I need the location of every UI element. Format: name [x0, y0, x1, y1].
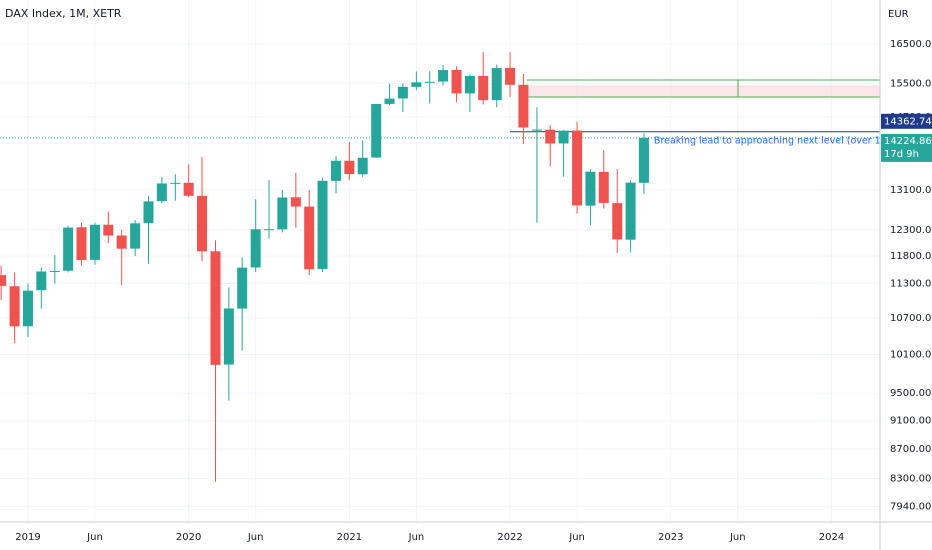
x-tick-label: 2024	[819, 532, 844, 543]
candle-body	[397, 86, 408, 99]
candle-body	[625, 182, 636, 240]
y-tick-label: 10100.00	[890, 349, 932, 360]
candle-body	[223, 308, 234, 365]
candle-body	[130, 223, 141, 249]
candle-body	[331, 160, 342, 181]
last-label: 14224.86	[884, 136, 932, 147]
x-tick-label: 2021	[337, 532, 362, 543]
candle-body	[36, 271, 47, 291]
candle-body	[438, 70, 449, 82]
x-tick-label: Jun	[86, 532, 103, 543]
candle-body	[344, 160, 355, 175]
candle-body	[116, 235, 127, 249]
candle-body	[598, 171, 609, 203]
candle-body	[290, 197, 301, 207]
level-label: 14362.74	[884, 116, 932, 127]
candle-body	[545, 129, 556, 144]
candle-body	[170, 182, 181, 184]
candle-body	[451, 69, 462, 94]
candle-body	[464, 75, 475, 94]
zone-fill	[527, 85, 880, 97]
grid	[0, 0, 880, 522]
candle-body	[585, 171, 596, 206]
y-tick-label: 16500.00	[890, 39, 932, 50]
candle-body	[411, 82, 422, 87]
candle-body	[505, 67, 516, 85]
x-tick-label: Jun	[729, 532, 746, 543]
candle-body	[89, 224, 100, 260]
candle-body	[424, 81, 435, 83]
candle-body	[384, 98, 395, 104]
x-tick-label: Jun	[408, 532, 425, 543]
countdown: 17d 9h	[884, 149, 919, 160]
candle-body	[357, 157, 368, 175]
candle-body	[518, 84, 529, 128]
candle-body	[76, 227, 87, 261]
candle-body	[371, 103, 382, 158]
y-tick-label: 11300.00	[890, 278, 932, 289]
y-tick-label: 10700.00	[890, 313, 932, 324]
candle-body	[143, 201, 154, 224]
candle-body	[638, 137, 649, 183]
candle-body	[210, 251, 221, 365]
x-tick-label: 2022	[497, 532, 522, 543]
level-box	[881, 113, 932, 129]
annotation: Breaking lead to approaching next level …	[654, 135, 909, 146]
candle-body	[9, 286, 20, 327]
candle-body	[22, 290, 33, 327]
candle-body	[277, 197, 288, 230]
candle-body	[250, 229, 261, 268]
y-tick-label: 9100.00	[890, 415, 931, 426]
candle-body	[183, 182, 194, 196]
candle-body	[156, 183, 167, 202]
y-tick-label: 13100.00	[890, 185, 932, 196]
y-tick-label: 15500.00	[890, 79, 932, 90]
candle-body	[264, 229, 275, 231]
y-tick-label: 7940.00	[890, 502, 931, 513]
candle-body	[63, 227, 74, 271]
x-tick-label: Jun	[247, 532, 264, 543]
y-tick-label: 8300.00	[890, 474, 931, 485]
x-tick-label: Jun	[568, 532, 585, 543]
candle-body	[558, 130, 569, 144]
currency: EUR	[888, 9, 909, 20]
candle-body	[237, 267, 248, 309]
y-tick-label: 8700.00	[890, 444, 931, 455]
candles	[0, 52, 649, 482]
candle-body	[491, 68, 502, 101]
labels: 7940.00 8300.00 8700.00 9100.00 9500.00 10100…	[15, 39, 932, 543]
y-tick-label: 12300.00	[890, 225, 932, 236]
candle-body	[197, 195, 208, 252]
x-tick-label: 2023	[658, 532, 683, 543]
candle-body	[0, 275, 7, 286]
x-tick-label: 2020	[176, 532, 201, 543]
chart-title: DAX Index, 1M, XETR	[5, 7, 122, 20]
y-tick-label: 11800.00	[890, 251, 932, 262]
candle-body	[317, 180, 328, 270]
candle-body	[531, 129, 542, 131]
candle-body	[478, 75, 489, 101]
last-box	[881, 133, 932, 162]
candle-body	[612, 203, 623, 240]
candle-body	[103, 224, 114, 236]
candle-body	[304, 206, 315, 270]
x-tick-label: 2019	[15, 532, 40, 543]
candle-body	[572, 130, 583, 206]
drawings: Breaking lead to approaching next level …	[0, 79, 909, 146]
y-tick-label: 9500.00	[890, 388, 931, 399]
candle-body	[49, 270, 60, 272]
